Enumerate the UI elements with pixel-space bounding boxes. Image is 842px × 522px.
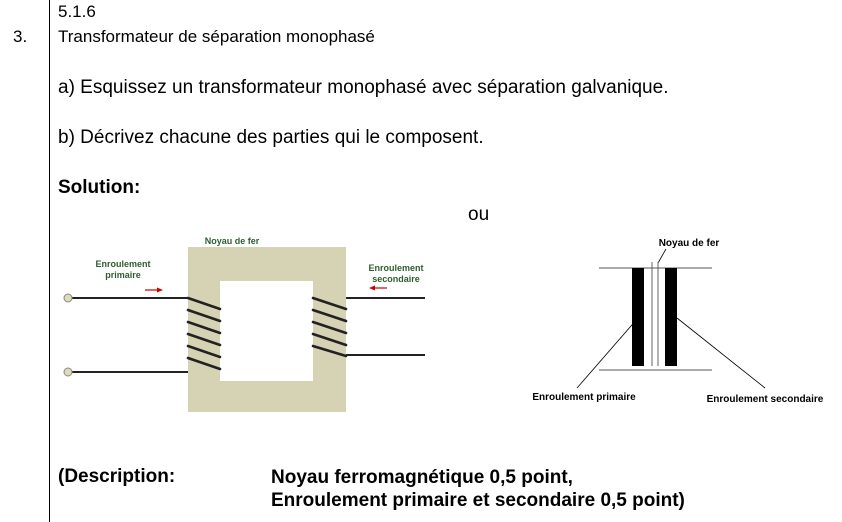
section-number: 5.1.6 — [58, 2, 96, 21]
secondary-leader — [676, 317, 766, 389]
schematic-core-label: Noyau de fer — [659, 238, 720, 249]
question-a: a) Esquissez un transformateur monophasé… — [58, 77, 669, 98]
schematic-primary-winding — [632, 268, 644, 366]
primary-arrow — [145, 287, 163, 293]
margin-rule — [49, 0, 50, 522]
core-window — [220, 281, 313, 381]
primary-terminal-bottom — [63, 367, 73, 377]
secondary-arrow — [369, 285, 387, 291]
primary-leads — [68, 297, 188, 373]
schematic-primary-label: Enroulement primaire — [532, 392, 636, 403]
solution-heading: Solution: — [58, 177, 141, 198]
core-label: Noyau de fer — [205, 236, 260, 246]
primary-label-line1: Enroulement — [95, 259, 150, 269]
secondary-coil — [311, 296, 348, 358]
description-text: Noyau ferromagnétique 0,5 point, Enroule… — [271, 466, 685, 512]
or-label: ou — [468, 204, 490, 225]
primary-label-line2: primaire — [105, 270, 141, 280]
description-label: (Description: — [58, 466, 176, 487]
description-line-2: Enroulement primaire et secondaire 0,5 p… — [271, 490, 685, 511]
secondary-leads — [346, 297, 425, 356]
core-label-leader — [657, 248, 667, 264]
schematic-secondary-label: Enroulement secondaire — [707, 394, 824, 405]
schematic-guide-lines — [599, 267, 712, 371]
schematic-core — [651, 262, 659, 366]
primary-terminal-top — [63, 293, 73, 303]
description-line-1: Noyau ferromagnétique 0,5 point, — [271, 467, 573, 488]
question-b: b) Décrivez chacune des parties qui le c… — [58, 127, 484, 148]
secondary-label-line2: secondaire — [372, 274, 420, 284]
question-title: Transformateur de séparation monophasé — [58, 27, 375, 46]
primary-leader — [576, 317, 639, 389]
secondary-label-line1: Enroulement — [368, 263, 423, 273]
question-number: 3. — [13, 27, 28, 46]
schematic-secondary-winding — [665, 268, 677, 366]
primary-coil — [186, 296, 222, 371]
